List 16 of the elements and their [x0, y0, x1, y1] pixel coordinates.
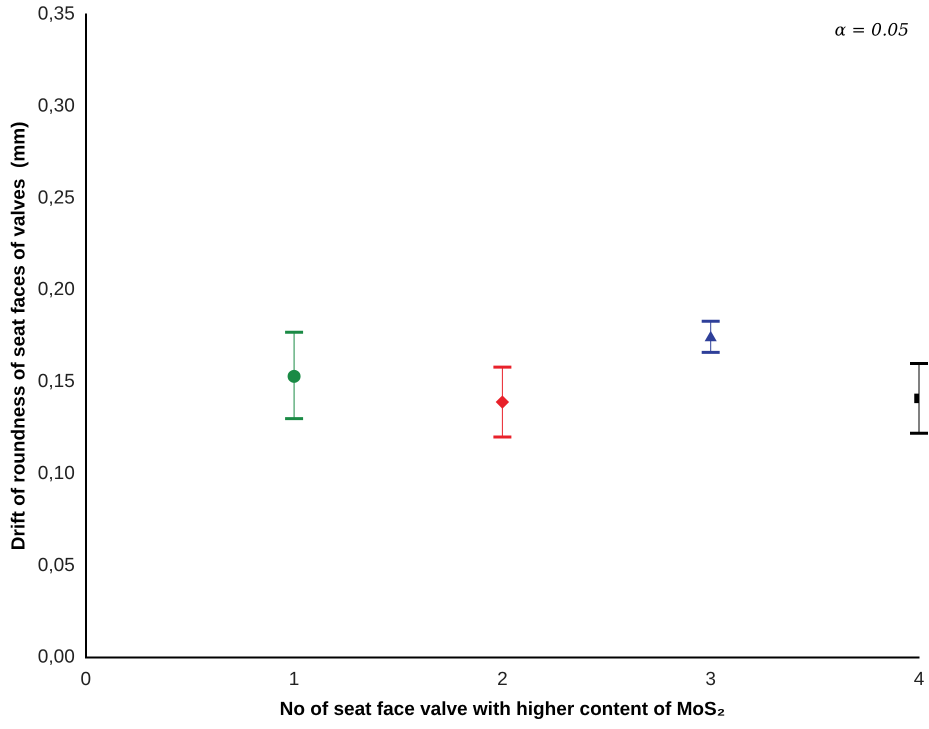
x-tick-label: 1 [288, 669, 300, 690]
y-tick-label: 0,15 [38, 371, 75, 392]
annotation: α = 0.05 [834, 20, 909, 40]
y-tick-label: 0,10 [38, 462, 75, 484]
y-tick-label: 0,35 [38, 4, 75, 25]
y-tick-label: 0,05 [38, 554, 75, 576]
x-tick-label: 0 [80, 669, 92, 690]
y-axis-title: Drift of roundness of seat faces of valves (mm) [8, 122, 30, 550]
y-tick-label: 0,00 [38, 646, 75, 668]
x-axis-title: No of seat face valve with higher content of MoS₂ [280, 698, 726, 720]
x-tick-label: 4 [914, 669, 925, 690]
x-tick-label: 2 [497, 669, 508, 690]
y-tick-label: 0,30 [38, 95, 75, 116]
y-tick-label: 0,25 [38, 187, 75, 208]
x-tick-label: 3 [705, 669, 716, 690]
y-tick-label: 0,20 [38, 279, 75, 300]
